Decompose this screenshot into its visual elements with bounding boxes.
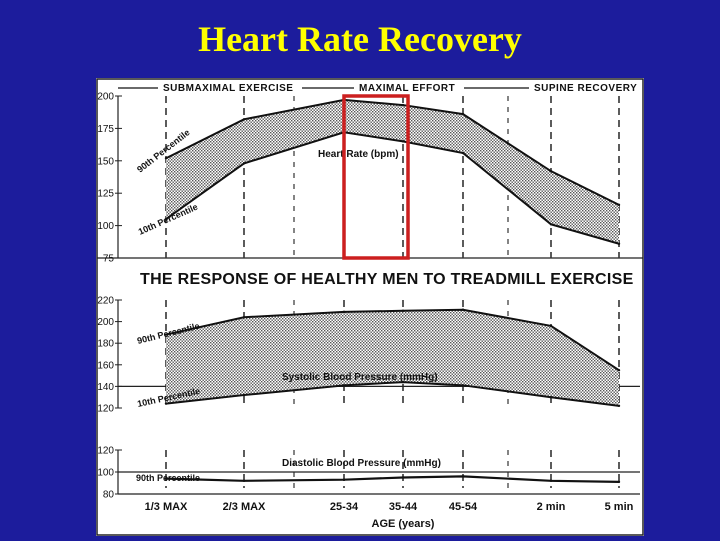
- diastolic-y-tick-label: 120: [97, 446, 114, 457]
- x-tick-label-6: 5 min: [605, 501, 634, 513]
- chart-figure: 200 175 150 125 100 75 220 200 180 160 140 120 120 10…: [96, 78, 644, 536]
- systolic-y-tick-label: 220: [97, 296, 114, 307]
- x-tick-label-4: 45-54: [449, 501, 478, 513]
- heart-rate-point: [401, 140, 405, 143]
- x-tick-label-3: 35-44: [389, 501, 418, 513]
- heart-rate-y-tick-label: 75: [103, 254, 115, 265]
- systolic-point: [401, 380, 405, 384]
- systolic-point: [617, 404, 621, 408]
- heart-rate-y-tick-label: 125: [97, 189, 114, 200]
- diastolic-point: [549, 479, 553, 482]
- heart-rate-point: [242, 162, 246, 165]
- diastolic-90th-label: 90th Percentile: [136, 473, 200, 483]
- systolic-point: [401, 309, 405, 312]
- x-tick-label-1: 2/3 MAX: [223, 501, 266, 513]
- heart-rate-point: [549, 223, 553, 226]
- heart-rate-point: [401, 103, 405, 107]
- diastolic-point: [164, 477, 168, 480]
- heart-rate-title: Heart Rate (bpm): [318, 149, 399, 160]
- diastolic-title: Diastolic Blood Pressure (mmHg): [282, 458, 441, 469]
- diastolic-y-tick-label: 80: [103, 490, 115, 501]
- diastolic-point: [401, 476, 405, 479]
- diastolic-point: [461, 475, 465, 478]
- diastolic-point: [242, 479, 246, 482]
- systolic-point: [242, 316, 246, 319]
- systolic-point: [164, 402, 168, 405]
- systolic-point: [461, 384, 465, 387]
- text-layer: 200 175 150 125 100 75 220 200 180 160 140 120 120 10…: [97, 83, 637, 530]
- x-tick-label-0: 1/3 MAX: [145, 501, 188, 513]
- phase-label-0: SUBMAXIMAL EXERCISE: [163, 83, 293, 94]
- systolic-y-tick-label: 200: [97, 317, 114, 328]
- figure-title: THE RESPONSE OF HEALTHY MEN TO TREADMILL…: [140, 271, 634, 288]
- figure-border: [96, 78, 644, 536]
- heart-rate-point: [461, 112, 465, 116]
- phase-label-1: MAXIMAL EFFORT: [359, 83, 455, 94]
- phase-label-2: SUPINE RECOVERY: [534, 83, 637, 94]
- systolic-y-tick-label: 140: [97, 382, 114, 393]
- systolic-point: [342, 384, 346, 387]
- heart-rate-percentile-band: [166, 99, 619, 244]
- systolic-y-tick-label: 120: [97, 404, 114, 415]
- highlight-box: [342, 94, 410, 260]
- systolic-point: [617, 369, 621, 372]
- systolic-point: [342, 310, 346, 314]
- chart-svg: 200 175 150 125 100 75 220 200 180 160 140 120 120 10…: [96, 78, 644, 536]
- systolic-title: Systolic Blood Pressure (mmHg): [282, 372, 438, 383]
- diastolic-point: [342, 478, 346, 481]
- overlay-layer: [342, 94, 410, 260]
- diastolic-point: [617, 480, 621, 484]
- systolic-percentile-band: [166, 309, 619, 406]
- heart-rate-point: [617, 242, 621, 245]
- heart-rate-point: [164, 157, 168, 160]
- heart-rate-y-tick-label: 175: [97, 124, 114, 135]
- slide-title: Heart Rate Recovery: [198, 19, 522, 59]
- systolic-point: [242, 393, 246, 397]
- bands-layer: [164, 98, 621, 484]
- systolic-point: [549, 396, 553, 399]
- x-tick-label-2: 25-34: [330, 501, 359, 513]
- systolic-point: [164, 333, 168, 336]
- heart-rate-point: [549, 169, 553, 173]
- diastolic-y-tick-label: 100: [97, 468, 114, 479]
- heart-rate-point: [164, 217, 168, 221]
- systolic-point: [461, 308, 465, 311]
- heart-rate-y-tick-label: 100: [97, 221, 114, 232]
- systolic-y-tick-label: 160: [97, 360, 114, 371]
- x-tick-label-5: 2 min: [537, 501, 566, 513]
- heart-rate-point: [242, 118, 246, 121]
- systolic-point: [549, 324, 553, 328]
- heart-rate-point: [617, 203, 621, 207]
- x-axis-label: AGE (years): [372, 518, 435, 530]
- systolic-y-tick-label: 180: [97, 339, 114, 350]
- heart-rate-point: [461, 151, 465, 155]
- heart-rate-y-tick-label: 150: [97, 156, 114, 167]
- heart-rate-y-tick-label: 200: [97, 92, 114, 103]
